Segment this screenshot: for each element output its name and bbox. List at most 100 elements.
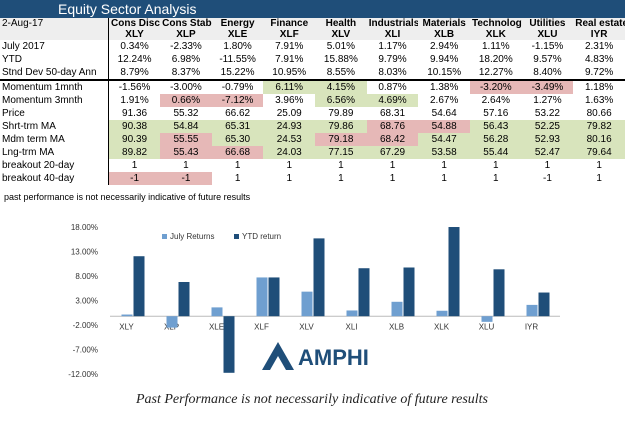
bar [358,268,370,317]
y-tick-label: 13.00% [71,248,98,257]
table-row: YTD 12.24% 6.98% -11.55% 7.91% 15.88% 9.79% 9.9… [0,53,625,66]
cell: 1 [389,173,396,184]
table-row: Shrt-trm MA 90.38 54.84 65.31 24.93 79.86 68.7… [0,120,625,133]
cell: 6.56% [315,94,367,107]
cell: 2.64% [481,95,510,106]
x-tick-label: XLY [119,322,134,331]
y-tick-label: -2.00% [73,321,98,330]
cell: 89.82 [108,146,161,159]
cell: 1 [338,173,344,184]
ticker: XLI [384,29,401,40]
cell: 1.27% [533,95,562,106]
column-header: Utilities XLU [522,18,574,40]
cell: 65.31 [211,120,264,133]
cell: 15.22% [220,67,255,78]
y-tick-label: 3.00% [75,297,98,306]
cell: 2.67% [429,95,459,106]
bar [178,281,190,317]
row-label: Lng-trm MA [0,146,109,159]
cell: 77.15 [315,146,367,159]
cell: 2.94% [429,41,459,52]
cell: 1 [234,173,241,184]
cell: -2.33% [170,41,202,52]
cell: 1.91% [120,95,149,106]
sector-name: Real estate [575,18,625,29]
cell: 1 [389,160,396,171]
cell: 68.31 [380,108,406,119]
legend-label: July Returns [170,232,214,241]
cell: 55.43 [160,146,212,159]
cell: 5.01% [326,41,356,52]
cell: -1 [108,172,161,185]
column-header: Cons StableXLP [160,18,212,40]
cell: 9.72% [584,67,614,78]
legend-swatch [162,234,167,239]
column-header: Materials XLB [418,18,470,40]
cell: 0.87% [366,79,419,94]
column-header: Energy XLE [212,18,264,40]
row-label: Momentum 1mnth [0,79,109,94]
cell: 12.27% [478,67,513,78]
cell: 25.09 [276,108,302,119]
sector-name: Technology [471,18,522,29]
ticker: XLU [537,29,558,40]
cell: 52.25 [521,120,574,133]
cell: -1.15% [531,41,564,52]
cell: 55.55 [160,133,212,146]
table-row: Momentum 1mnth -1.56% -3.00% -0.79% 6.11% 4.1… [0,79,625,94]
cell: 1 [544,160,551,171]
x-tick-label: XLB [389,322,404,331]
row-label: Mdm term MA [0,133,109,146]
cell: 8.40% [533,67,562,78]
cell: 0.34% [120,41,149,52]
cell: 8.79% [120,67,149,78]
cell: 1 [596,160,602,171]
y-tick-label: 18.00% [71,223,98,232]
cell: 10.15% [427,67,462,78]
x-tick-label: XLV [299,322,314,331]
cell: 1 [493,160,499,171]
row-label: Stnd Dev 50-day Ann [0,66,109,80]
cell: 4.83% [584,54,614,65]
cell: 54.64 [431,108,457,119]
cell: 1.11% [481,41,510,52]
date: 2-Aug-17 [0,18,109,40]
x-tick-label: XLK [434,322,450,331]
cell: 79.64 [573,146,625,159]
cell: 67.29 [366,146,419,159]
bar [166,316,178,328]
cell: 6.11% [263,79,316,94]
table-row: Stnd Dev 50-day Ann 8.79% 8.37% 15.22% 10.95… [0,66,625,80]
cell: -3.49% [521,79,574,94]
cell: 52.47 [521,146,574,159]
table-row: breakout 20-day 1 1 1 1 1 1 1 1 1 1 [0,159,625,172]
cell: 3.96% [275,95,304,106]
ticker: XLE [227,29,248,40]
cell: -11.55% [219,54,256,65]
cell: 1 [596,173,602,184]
bar [313,238,325,317]
cell: 54.88 [418,120,470,133]
cell: 7.91% [275,41,304,52]
cell: 68.76 [366,120,419,133]
sector-name: Health [325,18,357,29]
row-label: breakout 40-day [0,172,109,185]
cell: -1 [160,172,212,185]
cell: 1 [441,173,447,184]
sector-name: Utilities [529,18,566,29]
x-tick-label: XLU [479,322,495,331]
ticker: XLB [434,29,455,40]
caption: Past Performance is not necessarily indi… [135,392,489,407]
cell: 0.66% [160,94,212,107]
cell: 1.63% [584,95,614,106]
bar [121,314,133,317]
cell: -0.79% [211,79,264,94]
cell: 9.57% [533,54,562,65]
bar [133,256,145,317]
logo-mark [262,342,294,370]
column-header: Health XLV [315,18,367,40]
ticker: IYR [590,29,608,40]
bar [268,277,280,317]
sector-name: Energy [220,18,255,29]
